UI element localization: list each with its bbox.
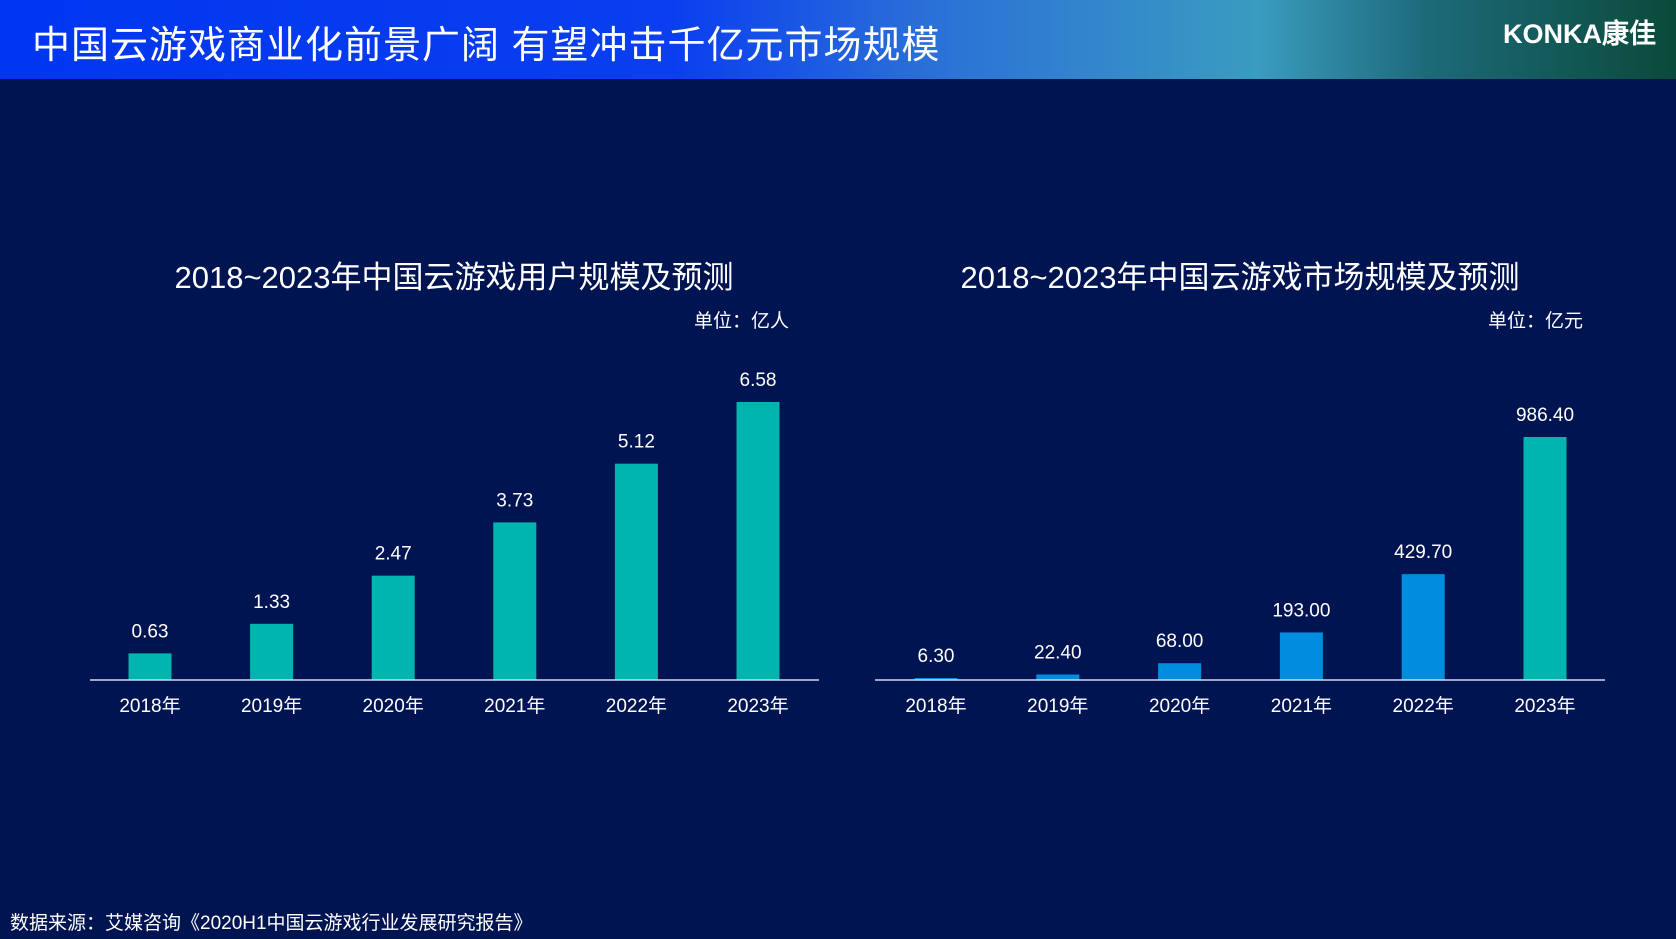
chart-title-users: 2018~2023年中国云游戏用户规模及预测: [174, 260, 734, 295]
konka-logo: KONKA康佳: [1503, 19, 1656, 49]
x-tick-label: 2022年: [606, 695, 667, 717]
data-source: 数据来源：艾媒咨询《2020H1中国云游戏行业发展研究报告》: [10, 913, 533, 934]
data-label: 6.30: [918, 646, 955, 667]
data-label: 429.70: [1394, 542, 1452, 563]
x-tick-label: 2018年: [905, 695, 966, 717]
data-label: 3.73: [496, 490, 533, 511]
x-tick-label: 2021年: [1271, 695, 1332, 717]
x-tick-label: 2020年: [363, 695, 424, 717]
bar: [128, 653, 172, 680]
bar: [1158, 663, 1202, 680]
data-label: 22.40: [1034, 642, 1082, 663]
data-label: 68.00: [1156, 631, 1204, 652]
bar: [1036, 674, 1080, 680]
bar: [1523, 437, 1567, 680]
data-label: 986.40: [1516, 405, 1574, 426]
bar: [736, 402, 780, 680]
data-label: 2.47: [375, 544, 412, 565]
bar: [614, 463, 658, 680]
chart-title-market: 2018~2023年中国云游戏市场规模及预测: [960, 260, 1520, 295]
data-label: 193.00: [1272, 600, 1330, 621]
bar: [371, 575, 415, 680]
unit-label-users: 单位：亿人: [694, 311, 790, 332]
x-tick-label: 2021年: [484, 695, 545, 717]
x-tick-label: 2023年: [1514, 695, 1575, 717]
data-label: 5.12: [618, 432, 655, 453]
bar: [1401, 574, 1445, 680]
x-tick-label: 2019年: [241, 695, 302, 717]
bar: [493, 522, 537, 680]
bar: [1279, 632, 1323, 680]
data-label: 0.63: [132, 621, 169, 642]
header-banner: 中国云游戏商业化前景广阔 有望冲击千亿元市场规模 KONKA康佳: [0, 0, 1676, 79]
x-tick-label: 2022年: [1393, 695, 1454, 717]
bar: [250, 623, 294, 680]
data-label: 6.58: [740, 370, 777, 391]
unit-label-market: 单位：亿元: [1488, 311, 1584, 332]
x-tick-label: 2018年: [119, 695, 180, 717]
x-tick-label: 2019年: [1027, 695, 1088, 717]
x-tick-label: 2023年: [727, 695, 788, 717]
bar: [914, 678, 958, 680]
page-title: 中国云游戏商业化前景广阔 有望冲击千亿元市场规模: [32, 25, 941, 67]
data-label: 1.33: [253, 592, 290, 613]
x-tick-label: 2020年: [1149, 695, 1210, 717]
